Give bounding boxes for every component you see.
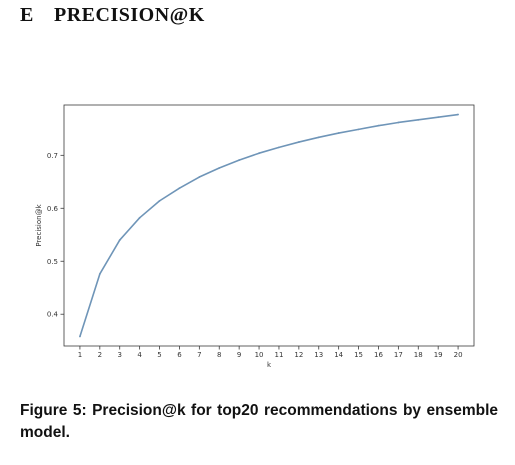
series-line: [79, 113, 459, 337]
plot-frame: [63, 104, 475, 347]
caption-label: Figure 5:: [20, 402, 87, 419]
x-tick-label: 13: [314, 351, 323, 359]
x-tick-label: 14: [334, 351, 343, 359]
y-axis-label: Precision@k: [35, 203, 43, 246]
x-tick-label: 8: [217, 351, 221, 359]
data-point: [79, 335, 81, 338]
x-tick-label: 11: [274, 351, 283, 359]
section-title: PRECISION@K: [54, 4, 205, 26]
data-point: [297, 141, 300, 143]
y-tick-label: 0.5: [47, 258, 58, 266]
x-tick-label: 6: [177, 351, 182, 359]
data-point: [377, 124, 380, 127]
x-axis-ticks: 1 2 3 4 5 6 7 8 9 10 11 12 13 14 15 16 17 18 19 20: [78, 346, 463, 359]
data-point: [397, 121, 400, 124]
caption-text: Precision@k for top20 recommendations by…: [20, 402, 498, 441]
section-heading: E PRECISION@K: [20, 4, 205, 27]
y-tick-label: 0.7: [47, 152, 58, 160]
data-point: [258, 152, 260, 155]
data-point: [98, 273, 101, 275]
data-points: [79, 113, 459, 338]
data-point: [417, 118, 420, 121]
x-tick-label: 18: [414, 351, 423, 359]
data-point: [457, 113, 459, 116]
data-point: [238, 159, 241, 161]
y-axis-ticks: 0.4 0.5 0.6 0.7: [47, 152, 64, 319]
x-tick-label: 3: [117, 351, 121, 359]
x-tick-label: 20: [454, 351, 463, 359]
y-tick-label: 0.6: [47, 205, 59, 213]
figure-caption: Figure 5: Precision@k for top20 recommen…: [20, 400, 498, 444]
y-tick-label: 0.4: [47, 311, 59, 319]
data-point: [357, 128, 360, 131]
x-tick-label: 1: [78, 351, 82, 359]
data-point: [178, 187, 181, 190]
x-tick-label: 12: [294, 351, 303, 359]
x-tick-label: 9: [237, 351, 241, 359]
x-axis-label: k: [267, 361, 272, 369]
x-tick-label: 17: [394, 351, 403, 359]
figure: 1 2 3 4 5 6 7 8 9 10 11 12 13 14 15 16 17 18 19 20 0.4 0.5 0.…: [0, 95, 515, 380]
x-tick-label: 2: [98, 351, 102, 359]
x-tick-label: 19: [434, 351, 443, 359]
precision-at-k-chart: 1 2 3 4 5 6 7 8 9 10 11 12 13 14 15 16 17 18 19 20 0.40.50.…: [35, 104, 475, 369]
section-number: E: [20, 4, 34, 26]
x-tick-label: 10: [255, 351, 264, 359]
data-point: [278, 146, 280, 149]
data-point: [198, 176, 201, 178]
data-point: [118, 239, 121, 241]
x-tick-label: 15: [354, 351, 363, 359]
data-point: [337, 132, 340, 134]
x-tick-label: 16: [374, 351, 383, 359]
x-tick-label: 4: [137, 351, 142, 359]
x-tick-label: 5: [157, 351, 161, 359]
data-point: [158, 199, 161, 202]
data-point: [317, 136, 320, 139]
data-point: [138, 216, 141, 219]
data-point: [218, 167, 221, 169]
x-tick-label: 7: [197, 351, 201, 359]
data-point: [437, 116, 440, 119]
